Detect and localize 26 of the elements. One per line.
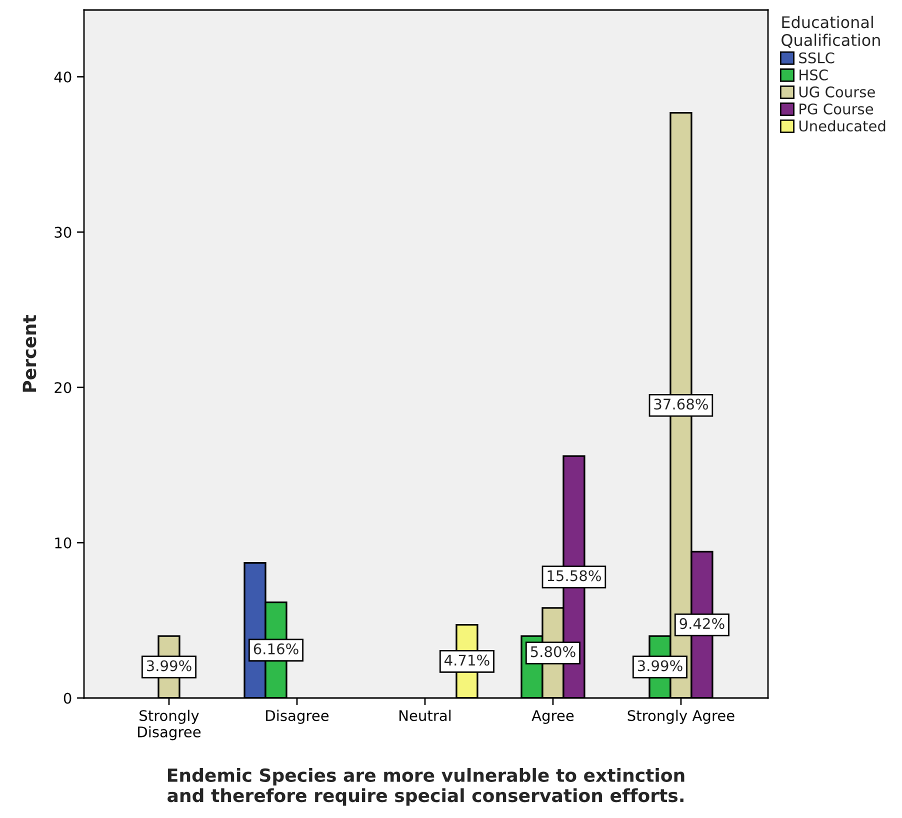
y-tick-label: 0 xyxy=(64,692,72,704)
data-label: 6.16% xyxy=(254,643,298,654)
legend-label: UG Course xyxy=(799,86,875,98)
data-label: 4.71% xyxy=(444,654,490,666)
legend-title: Educational Qualification xyxy=(782,16,880,48)
data-label: 37.68% xyxy=(654,398,708,410)
x-tick-label: Neutral xyxy=(399,710,451,722)
data-label: 3.99% xyxy=(146,660,192,672)
y-axis-title: Percent xyxy=(22,315,36,392)
legend-label: PG Course xyxy=(800,103,874,114)
x-tick-label: Strongly Agree xyxy=(628,710,734,724)
data-label: 9.42% xyxy=(680,618,724,630)
x-tick-label: Strongly Disagree xyxy=(138,710,201,740)
y-tick-label: 40 xyxy=(54,72,72,83)
x-tick-label: Agree xyxy=(532,710,574,724)
y-tick-label: 30 xyxy=(54,226,72,238)
data-label: 3.99% xyxy=(638,660,682,672)
legend-label: SSLC xyxy=(799,52,834,64)
legend-label: Uneducated xyxy=(799,120,886,132)
data-label: 5.80% xyxy=(530,646,576,658)
x-tick-label: Disagree xyxy=(266,710,329,724)
y-tick-label: 20 xyxy=(54,382,72,394)
y-tick-label: 10 xyxy=(55,537,72,548)
data-label: 15.58% xyxy=(548,570,601,582)
legend-label: HSC xyxy=(800,69,828,80)
x-axis-title: Endemic Species are more vulnerable to extinction and therefore require special conservation efforts. xyxy=(168,768,684,806)
